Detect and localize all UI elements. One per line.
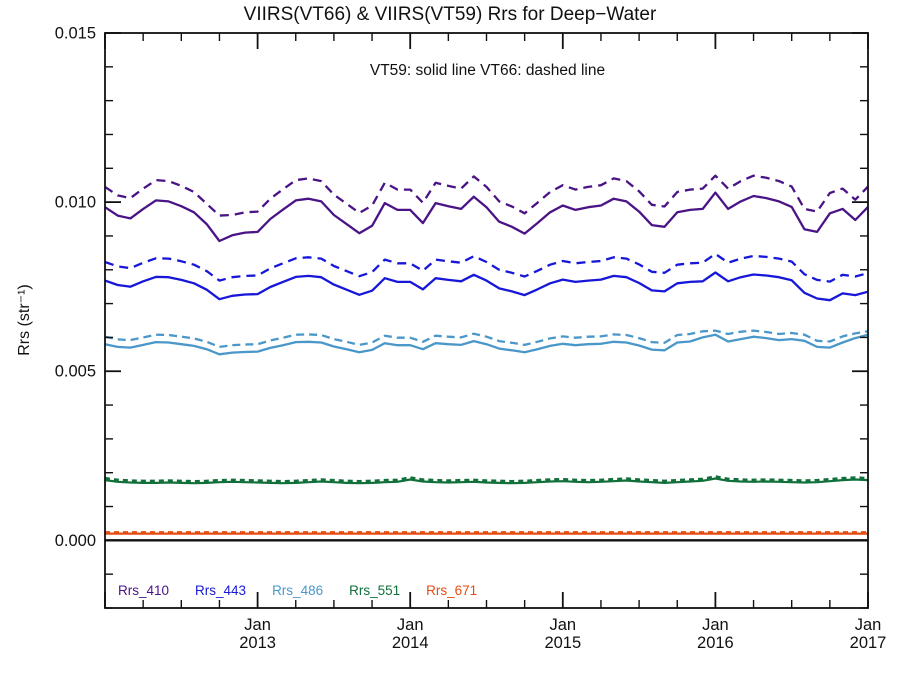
line-Rrs_551-VT66 (104, 475, 869, 483)
legend-item-rrs-671: Rrs_671 (426, 583, 478, 598)
chart-title: VIIRS(VT66) & VIIRS(VT59) Rrs for Deep−W… (243, 4, 657, 25)
line-Rrs_443-VT66 (104, 252, 869, 283)
line-Rrs_410-VT59 (104, 191, 869, 243)
x-tick-label-year: 2015 (544, 634, 581, 652)
line-Rrs_486-VT66 (104, 329, 869, 349)
y-tick-label: 0.000 (55, 532, 96, 550)
series-legend: Rrs_410 Rrs_443 Rrs_486 Rrs_551 Rrs_671 (118, 583, 477, 598)
x-tick-label-month: Jan (549, 616, 576, 634)
y-tick-label: 0.010 (55, 194, 96, 212)
legend-item-rrs-486: Rrs_486 (272, 583, 324, 598)
x-tick-label-year: 2014 (392, 634, 429, 652)
x-tick-label-month: Jan (855, 616, 882, 634)
legend-item-rrs-443: Rrs_443 (195, 583, 247, 598)
legend-item-rrs-551: Rrs_551 (349, 583, 401, 598)
y-tick-label: 0.015 (55, 25, 96, 43)
legend-item-rrs-410: Rrs_410 (118, 583, 170, 598)
x-tick-label-month: Jan (397, 616, 424, 634)
plot-border (104, 32, 869, 609)
line-Rrs_486-VT59 (104, 333, 869, 356)
line-Rrs_551-VT59 (104, 477, 869, 485)
x-tick-label-year: 2013 (239, 634, 276, 652)
x-tick-label-month: Jan (244, 616, 271, 634)
y-tick-label: 0.005 (55, 363, 96, 381)
x-tick-label-year: 2016 (697, 634, 734, 652)
linestyle-annotation: VT59: solid line VT66: dashed line (369, 62, 606, 79)
x-tick-label-year: 2017 (850, 634, 887, 652)
line-Rrs_443-VT59 (104, 271, 869, 302)
line-Rrs_410-VT66 (104, 174, 869, 217)
x-tick-label-month: Jan (702, 616, 729, 634)
